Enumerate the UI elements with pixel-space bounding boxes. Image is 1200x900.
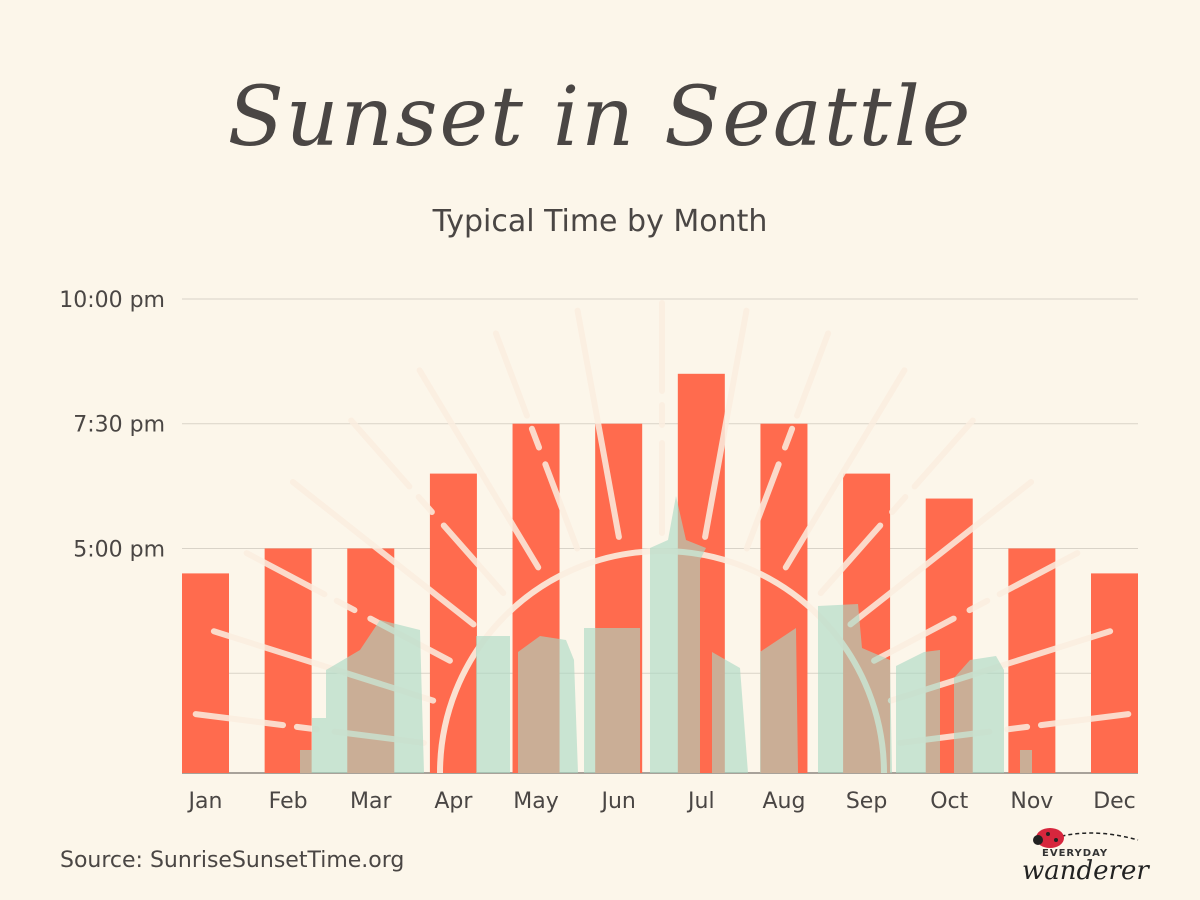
sun-ray [702,307,750,540]
y-tick-label: 10:00 pm [59,288,165,313]
x-category-label: Jun [599,789,635,814]
chart-subtitle: Typical Time by Month [432,204,768,239]
sun-ray [871,550,1081,664]
seattle-skyline [300,496,1032,773]
x-category-label: Mar [350,789,392,814]
x-axis-category-labels: Jan Feb Mar Apr May Jun Jul Aug Sep Oct Nov Dec [187,789,1136,814]
everyday-wanderer-logo: EVERYDAY wanderer [1008,818,1158,890]
source-note: Source: SunriseSunsetTime.org [60,848,405,873]
sun-ray [492,330,581,552]
sun-ray [289,479,477,628]
x-category-label: Aug [762,789,805,814]
x-category-label: Jul [686,789,715,814]
sunburst-skyline-illustration [192,300,1132,774]
x-category-label: Oct [930,789,968,814]
ladybug-icon [1033,828,1139,848]
x-category-label: Apr [434,789,473,814]
x-category-label: May [513,789,558,814]
logo-text-top: EVERYDAY [1042,848,1109,859]
sun-ray [782,367,908,571]
y-axis-tick-labels: 10:00 pm 7:30 pm 5:00 pm [59,288,165,563]
sun-ray [348,417,507,596]
bar-jan [182,573,229,773]
sun-ray [743,330,832,552]
sun-ray [574,307,622,540]
x-category-label: Jan [187,789,223,814]
x-category-label: Sep [846,789,887,814]
sun-ray [416,367,542,571]
y-tick-label: 5:00 pm [73,537,165,562]
bar-dec [1091,573,1138,773]
x-category-label: Feb [269,789,308,814]
y-tick-label: 7:30 pm [73,413,165,438]
x-category-label: Nov [1010,789,1053,814]
chart-title: Sunset in Seattle [227,70,973,165]
sun-ray [817,417,976,596]
x-category-label: Dec [1093,789,1136,814]
logo-text-bottom: wanderer [1022,856,1149,886]
sun-ray [847,479,1035,628]
